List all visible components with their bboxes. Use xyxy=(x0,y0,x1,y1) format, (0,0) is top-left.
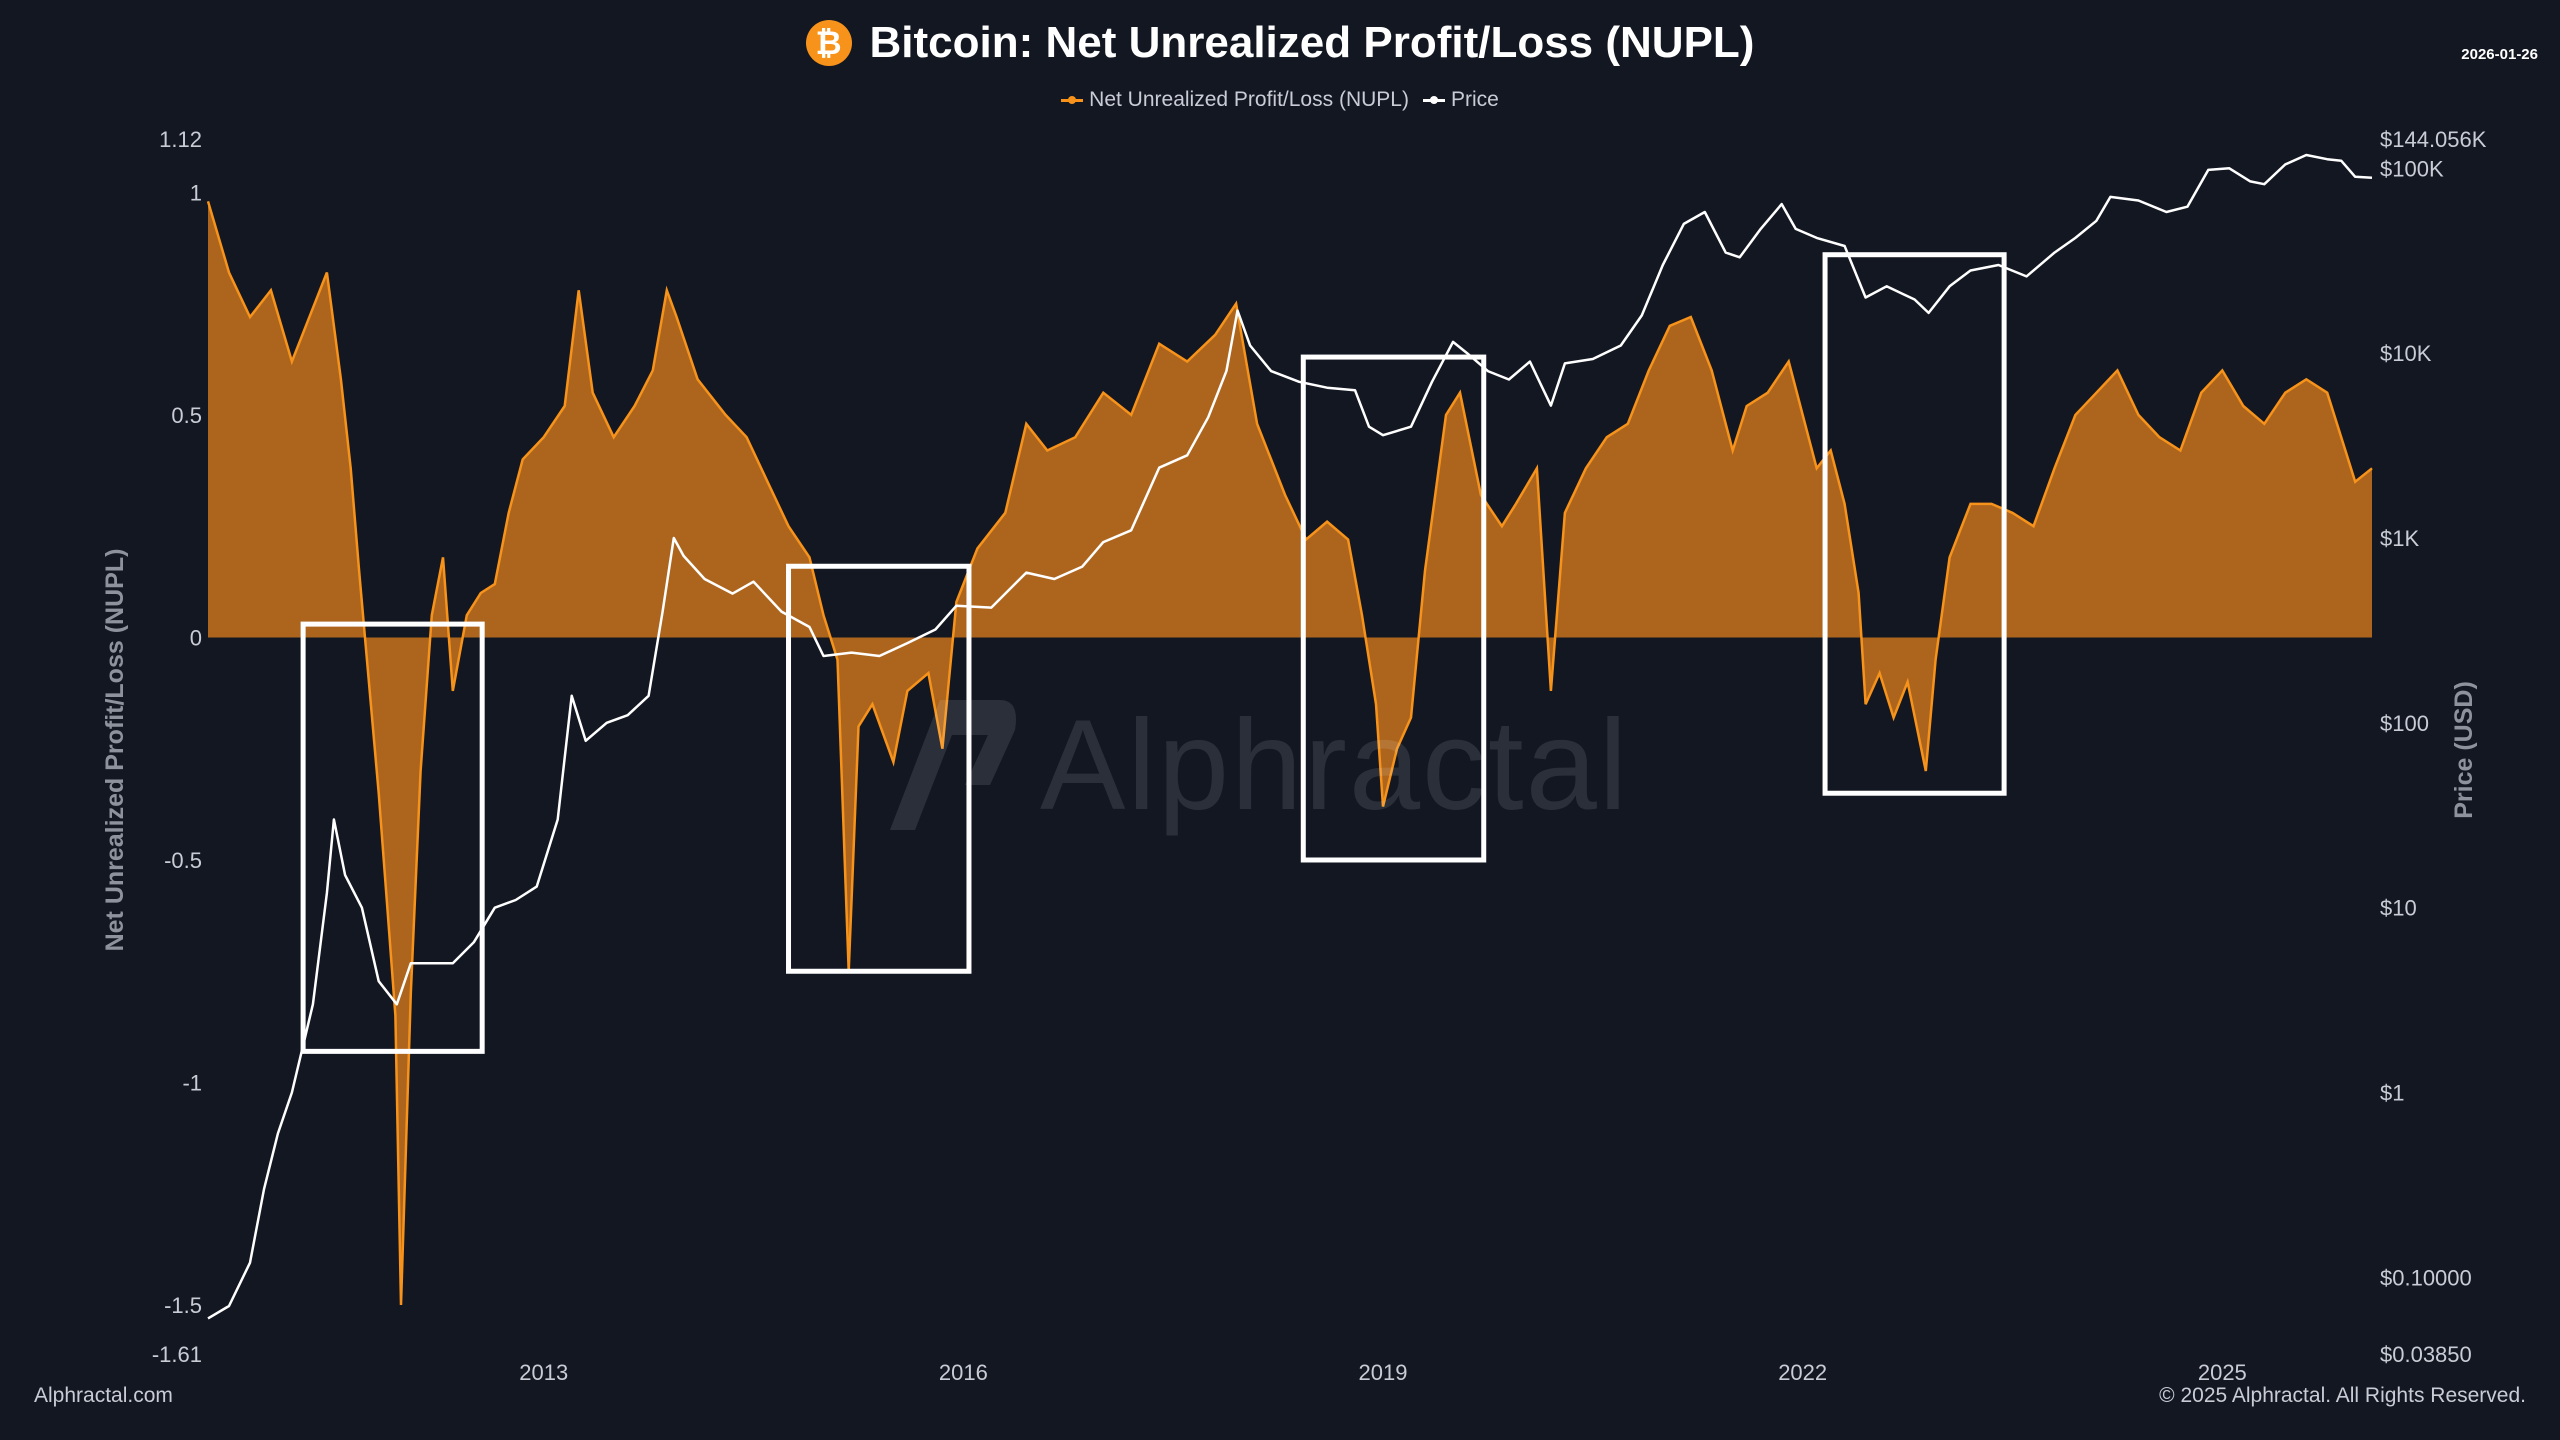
price-line xyxy=(207,153,2373,1320)
legend-item-nupl[interactable]: Net Unrealized Profit/Loss (NUPL) xyxy=(1061,88,1409,112)
legend: Net Unrealized Profit/Loss (NUPL) Price xyxy=(0,88,2560,112)
footer-site[interactable]: Alphractal.com xyxy=(34,1384,173,1407)
highlight-box-3 xyxy=(1300,354,1487,863)
x-tick-label: 2013 xyxy=(519,1360,568,1385)
y-right-tick-label: $10K xyxy=(2380,341,2432,366)
legend-label-nupl: Net Unrealized Profit/Loss (NUPL) xyxy=(1089,88,1409,111)
y-right-tick-label: $144.056K xyxy=(2380,127,2487,152)
y-right-tick-label: $0.03850 xyxy=(2380,1342,2472,1367)
y-right-tick-label: $10 xyxy=(2380,896,2417,921)
chart-date: 2026-01-26 xyxy=(2461,46,2538,63)
y-right-tick-label: $100K xyxy=(2380,156,2444,181)
watermark: Alphractal xyxy=(870,690,1629,840)
legend-swatch-price xyxy=(1422,95,1445,104)
chart-title: ₿ Bitcoin: Net Unrealized Profit/Loss (N… xyxy=(805,18,1755,68)
y-left-tick-label: -1.61 xyxy=(152,1342,202,1367)
footer-copyright: © 2025 Alphractal. All Rights Reserved. xyxy=(2159,1384,2526,1407)
y-left-tick-label: 0 xyxy=(190,625,202,650)
x-tick-label: 2019 xyxy=(1359,1360,1408,1385)
x-tick-label: 2022 xyxy=(1778,1360,1827,1385)
chart-title-text: Bitcoin: Net Unrealized Profit/Loss (NUP… xyxy=(869,18,1755,67)
y-right-tick-label: $1 xyxy=(2380,1081,2404,1106)
alphractal-logo-icon xyxy=(890,700,1016,830)
y-right-axis-title: Price (USD) xyxy=(2450,681,2478,819)
nupl-area xyxy=(208,201,2372,1305)
highlight-box-1 xyxy=(300,621,485,1054)
y-right-tick-label: $1K xyxy=(2380,526,2419,551)
y-left-axis-title: Net Unrealized Profit/Loss (NUPL) xyxy=(101,549,129,952)
legend-swatch-nupl xyxy=(1061,95,1084,104)
x-tick-label: 2016 xyxy=(939,1360,988,1385)
highlight-box-2 xyxy=(786,563,972,974)
y-left-tick-label: -1.5 xyxy=(164,1293,202,1318)
x-tick-label: 2025 xyxy=(2198,1360,2247,1385)
y-left-tick-label: 1.12 xyxy=(159,127,202,152)
y-right-tick-label: $100 xyxy=(2380,711,2429,736)
y-left-tick-label: -1 xyxy=(182,1071,202,1096)
legend-label-price: Price xyxy=(1450,88,1499,111)
y-right-tick-label: $0.10000 xyxy=(2380,1265,2472,1290)
y-left-tick-label: 0.5 xyxy=(171,403,202,428)
highlight-box-4 xyxy=(1822,252,2007,796)
nupl-line xyxy=(206,200,2373,1306)
y-left-tick-label: -0.5 xyxy=(164,848,202,873)
bitcoin-icon: ₿ xyxy=(805,20,852,66)
legend-item-price[interactable]: Price xyxy=(1422,88,1499,112)
chart-header: ₿ Bitcoin: Net Unrealized Profit/Loss (N… xyxy=(0,18,2560,68)
y-left-tick-label: 1 xyxy=(190,180,202,205)
watermark-text: Alphractal xyxy=(1040,693,1630,837)
